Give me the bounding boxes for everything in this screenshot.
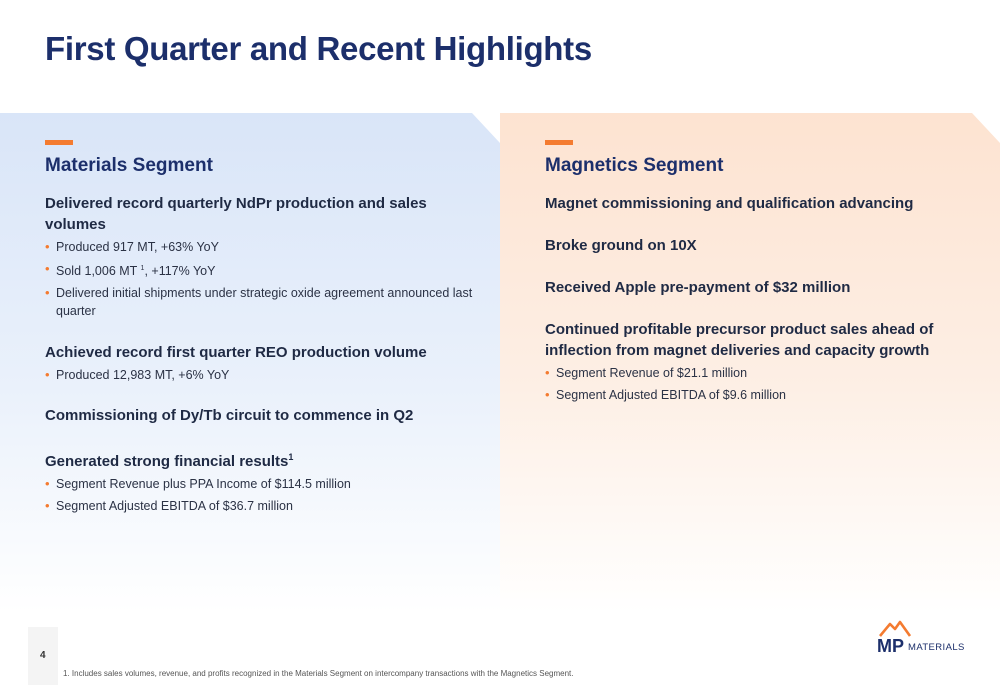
materials-panel-background (0, 113, 500, 613)
highlight-group: Delivered record quarterly NdPr producti… (45, 193, 475, 320)
bullet-item: Sold 1,006 MT 1, +117% YoY (45, 260, 475, 280)
page-number: 4 (40, 650, 46, 661)
highlight-group: Received Apple pre-payment of $32 millio… (545, 277, 975, 298)
highlight-group: Achieved record first quarter REO produc… (45, 342, 475, 384)
footnote-marker: 1 (140, 265, 145, 272)
bullet-item: Segment Adjusted EBITDA of $36.7 million (45, 497, 475, 515)
headline-text: Generated strong financial results (45, 453, 289, 471)
highlight-headline: Delivered record quarterly NdPr producti… (45, 193, 475, 235)
headline-text: Delivered record quarterly NdPr producti… (45, 195, 427, 233)
headline-text: Magnet commissioning and qualification a… (545, 195, 914, 212)
headline-text: Achieved record first quarter REO produc… (45, 344, 427, 362)
highlight-headline: Received Apple pre-payment of $32 millio… (545, 277, 975, 298)
highlight-group: Magnet commissioning and qualification a… (545, 193, 975, 214)
magnetics-panel-background (500, 113, 1000, 613)
materials-groups: Delivered record quarterly NdPr producti… (45, 193, 475, 515)
headline-text: Commissioning of Dy/Tb circuit to commen… (45, 407, 414, 425)
footnote-marker: 1 (288, 452, 294, 463)
page-number-box (28, 627, 58, 685)
magnetics-segment: Magnetics Segment Magnet commissioning a… (545, 140, 975, 408)
page-title: First Quarter and Recent Highlights (45, 30, 592, 67)
highlight-headline: Commissioning of Dy/Tb circuit to commen… (45, 405, 475, 426)
accent-bar (45, 140, 73, 145)
bullet-item: Produced 917 MT, +63% YoY (45, 238, 475, 256)
highlight-headline: Broke ground on 10X (545, 235, 975, 256)
bullet-text: Sold 1,006 MT (56, 264, 141, 279)
highlight-headline: Magnet commissioning and qualification a… (545, 193, 975, 214)
bullet-item: Delivered initial shipments under strate… (45, 284, 475, 320)
bullet-list: Segment Revenue plus PPA Income of $114.… (45, 475, 475, 515)
accent-bar (545, 140, 573, 145)
bullet-list: Segment Revenue of $21.1 million Segment … (545, 364, 975, 404)
magnetics-groups: Magnet commissioning and qualification a… (545, 193, 975, 404)
company-logo: MP MATERIALS (872, 620, 972, 656)
bullet-text: Produced 12,983 MT, +6% YoY (56, 368, 230, 383)
materials-segment: Materials Segment Delivered record quart… (45, 140, 475, 519)
highlight-group: Broke ground on 10X (545, 235, 975, 256)
bullet-text: Segment Adjusted EBITDA of $9.6 million (556, 388, 786, 402)
highlight-headline: Achieved record first quarter REO produc… (45, 342, 475, 363)
bullet-text: Delivered initial shipments under strate… (56, 286, 473, 319)
bullet-text: Segment Revenue of $21.1 million (556, 366, 748, 380)
bullet-item: Segment Revenue plus PPA Income of $114.… (45, 475, 475, 493)
headline-text: Broke ground on 10X (545, 237, 697, 254)
segment-title: Magnetics Segment (545, 155, 724, 176)
logo-wordmark: MATERIALS (908, 642, 965, 653)
bullet-list: Produced 12,983 MT, +6% YoY (45, 366, 475, 384)
highlight-group: Commissioning of Dy/Tb circuit to commen… (45, 405, 475, 426)
logo-mark-text: MP (877, 636, 904, 656)
mountain-logo-icon (879, 620, 912, 637)
bullet-text-continued: , +117% YoY (144, 264, 216, 279)
highlight-group: Continued profitable precursor product s… (545, 319, 975, 404)
footnote: 1. Includes sales volumes, revenue, and … (63, 669, 574, 678)
bullet-text: Segment Revenue plus PPA Income of $114.… (56, 477, 351, 492)
segment-title: Materials Segment (45, 155, 213, 176)
bullet-item: Segment Adjusted EBITDA of $9.6 million (545, 386, 975, 404)
highlight-group: Generated strong financial results1 Segme… (45, 447, 475, 515)
bullet-text: Segment Adjusted EBITDA of $36.7 million (56, 499, 293, 514)
highlight-headline: Generated strong financial results1 (45, 447, 475, 472)
headline-text: Continued profitable precursor product s… (545, 321, 934, 359)
highlight-headline: Continued profitable precursor product s… (545, 319, 975, 361)
bullet-item: Produced 12,983 MT, +6% YoY (45, 366, 475, 384)
headline-text: Received Apple pre-payment of $32 millio… (545, 279, 851, 296)
bullet-list: Produced 917 MT, +63% YoY Sold 1,006 MT 1… (45, 238, 475, 320)
bullet-text: Produced 917 MT, +63% YoY (56, 240, 219, 254)
bullet-item: Segment Revenue of $21.1 million (545, 364, 975, 382)
